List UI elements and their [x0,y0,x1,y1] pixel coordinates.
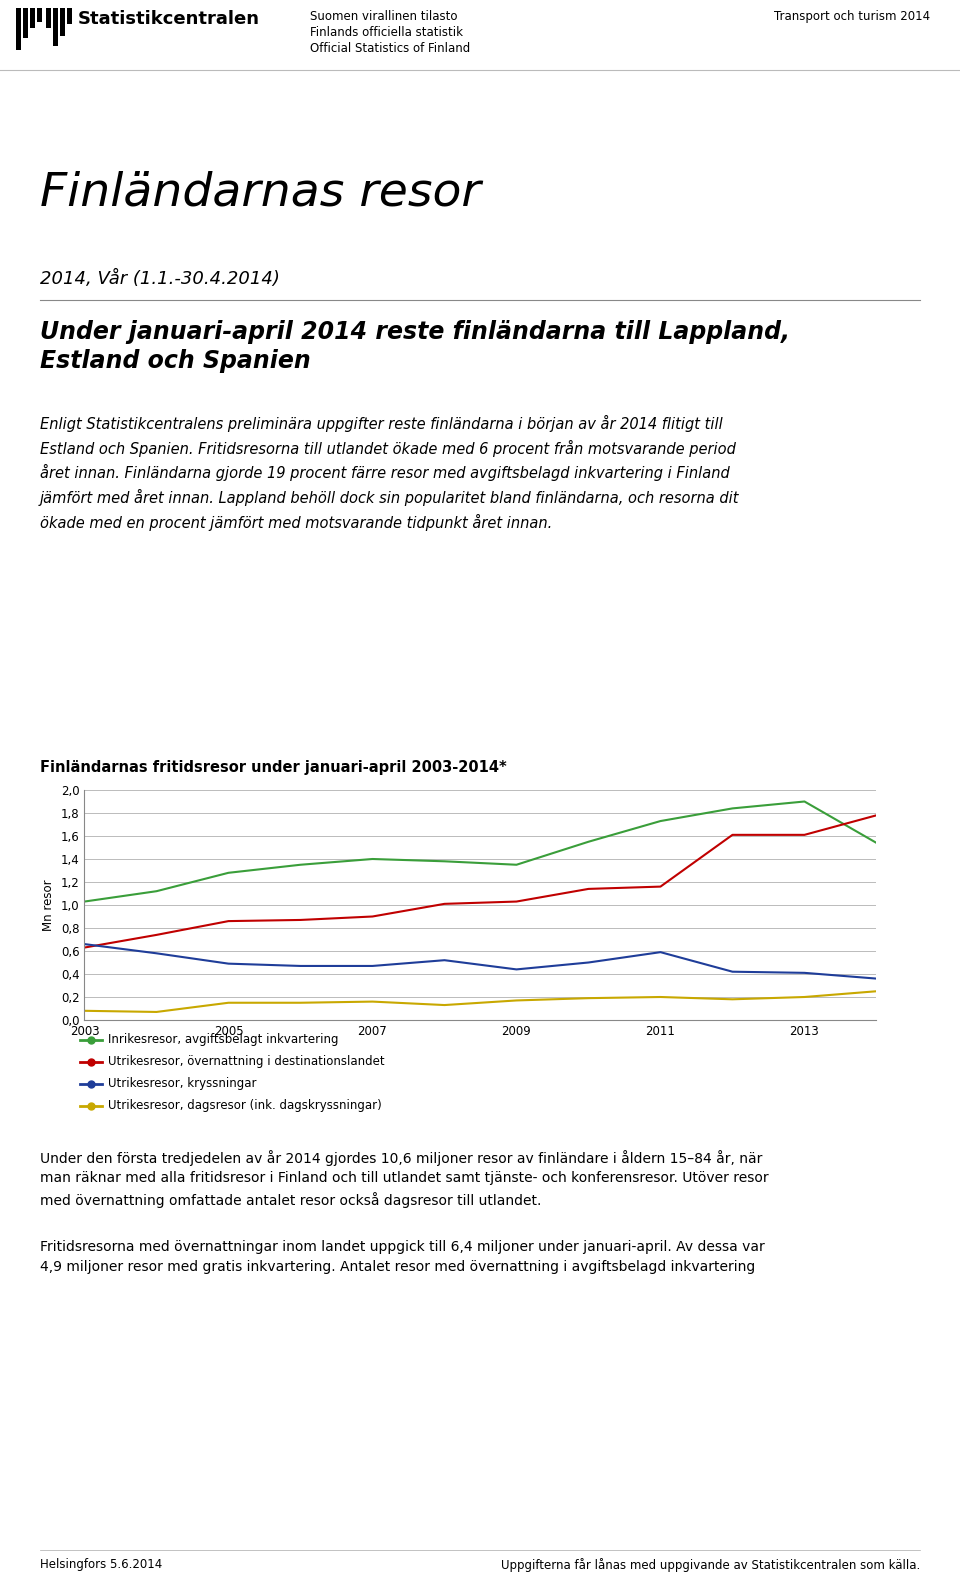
Text: Finländarnas resor: Finländarnas resor [40,171,481,215]
Text: Utrikesresor, övernattning i destinationslandet: Utrikesresor, övernattning i destination… [108,1055,385,1069]
Text: Finländarnas fritidsresor under januari-april 2003-2014*: Finländarnas fritidsresor under januari-… [40,759,507,775]
Bar [30,8,35,28]
Text: Finlands officiella statistik: Finlands officiella statistik [310,25,463,39]
Bar [37,8,42,22]
Bar [46,8,51,28]
Text: Inrikesresor, avgiftsbelagt inkvartering: Inrikesresor, avgiftsbelagt inkvartering [108,1034,339,1047]
Bar [23,8,28,38]
Text: Utrikesresor, kryssningar: Utrikesresor, kryssningar [108,1077,256,1091]
Text: Enligt Statistikcentralens preliminära uppgifter reste finländarna i början av å: Enligt Statistikcentralens preliminära u… [40,415,739,531]
Bar [60,8,65,36]
Text: Suomen virallinen tilasto: Suomen virallinen tilasto [310,9,458,24]
Bar [67,8,72,24]
Text: Under den första tredjedelen av år 2014 gjordes 10,6 miljoner resor av finländar: Under den första tredjedelen av år 2014 … [40,1150,769,1208]
Text: Official Statistics of Finland: Official Statistics of Finland [310,43,470,55]
Text: Fritidsresorna med övernattningar inom landet uppgick till 6,4 miljoner under ja: Fritidsresorna med övernattningar inom l… [40,1240,765,1274]
Text: Utrikesresor, dagsresor (ink. dagskryssningar): Utrikesresor, dagsresor (ink. dagskryssn… [108,1099,382,1113]
Y-axis label: Mn resor: Mn resor [42,880,56,930]
Text: Helsingfors 5.6.2014: Helsingfors 5.6.2014 [40,1558,162,1571]
Text: Uppgifterna får lånas med uppgivande av Statistikcentralen som källa.: Uppgifterna får lånas med uppgivande av … [501,1558,920,1573]
Text: Transport och turism 2014: Transport och turism 2014 [774,9,930,24]
Bar [53,8,58,46]
Text: Statistikcentralen: Statistikcentralen [78,9,260,28]
Bar [16,8,21,51]
Text: Under januari-april 2014 reste finländarna till Lappland,
Estland och Spanien: Under januari-april 2014 reste finländar… [40,321,790,373]
Text: 2014, Vår (1.1.-30.4.2014): 2014, Vår (1.1.-30.4.2014) [40,270,280,287]
